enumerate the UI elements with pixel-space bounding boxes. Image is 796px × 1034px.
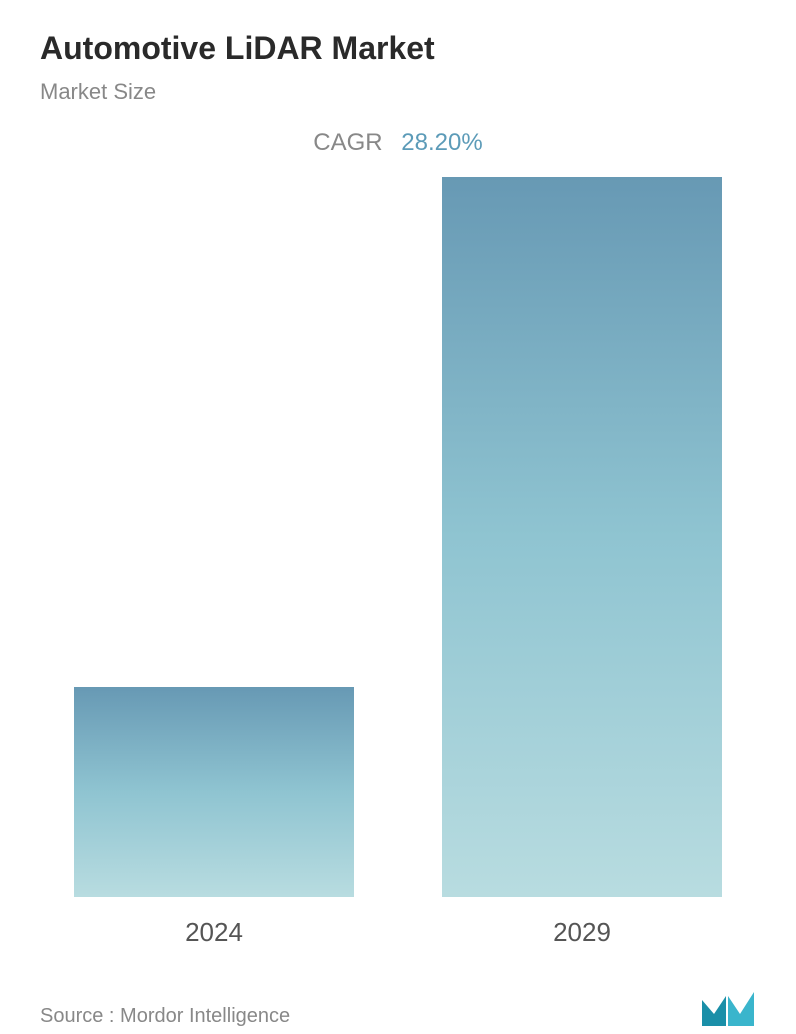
cagr-label: CAGR [313,129,382,156]
bar-0 [74,687,354,897]
chart-container: Automotive LiDAR Market Market Size CAGR… [0,0,796,1034]
bar-label-1: 2029 [553,917,611,948]
mordor-logo-icon [700,988,756,1028]
bar-group-0: 2024 [74,687,354,948]
chart-subtitle: Market Size [40,79,756,105]
source-text: Source : Mordor Intelligence [40,1005,290,1028]
chart-area: 2024 2029 [40,177,756,948]
bar-label-0: 2024 [185,917,243,948]
bar-1 [442,177,722,897]
footer: Source : Mordor Intelligence [40,978,756,1028]
cagr-row: CAGR 28.20% [40,129,756,157]
bar-group-1: 2029 [442,177,722,948]
chart-title: Automotive LiDAR Market [40,30,756,67]
cagr-value: 28.20% [401,129,482,156]
